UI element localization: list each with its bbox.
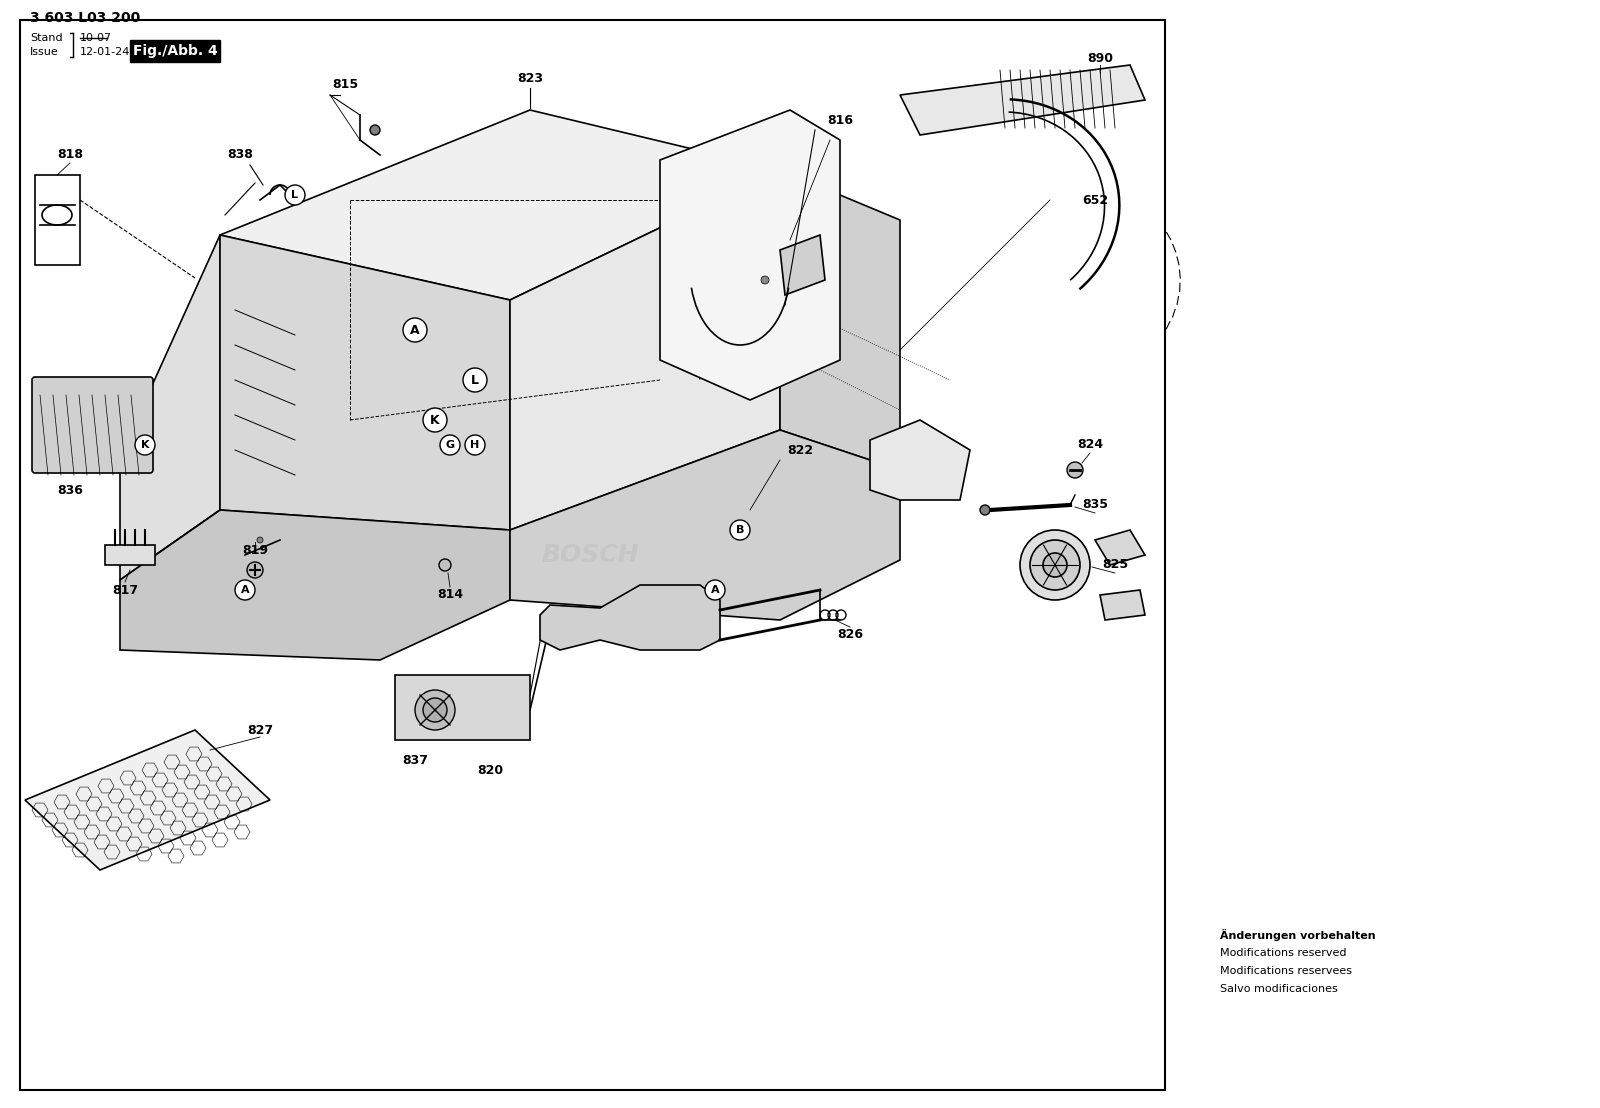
Circle shape [258, 537, 262, 543]
Circle shape [246, 562, 262, 578]
Text: G: G [445, 440, 454, 450]
Text: Stand: Stand [30, 33, 62, 43]
Text: 3 603 L03 200: 3 603 L03 200 [30, 11, 141, 25]
Polygon shape [221, 110, 781, 300]
Circle shape [730, 520, 750, 540]
Text: Issue: Issue [30, 47, 59, 57]
Text: 823: 823 [517, 72, 542, 84]
Polygon shape [541, 585, 720, 650]
Text: 835: 835 [1082, 499, 1107, 512]
Text: 814: 814 [437, 588, 462, 602]
FancyBboxPatch shape [130, 40, 221, 62]
Polygon shape [395, 675, 530, 740]
Polygon shape [1101, 589, 1146, 620]
Polygon shape [26, 730, 270, 870]
Text: 817: 817 [112, 584, 138, 596]
Text: 890: 890 [1086, 51, 1114, 64]
Text: H: H [470, 440, 480, 450]
Circle shape [422, 698, 446, 722]
Circle shape [134, 435, 155, 455]
Text: 10-07: 10-07 [80, 33, 112, 43]
Circle shape [1021, 530, 1090, 601]
Polygon shape [221, 235, 510, 530]
Text: Modifications reserved: Modifications reserved [1221, 948, 1347, 958]
Text: 838: 838 [227, 148, 253, 162]
Circle shape [422, 408, 446, 432]
Circle shape [1067, 462, 1083, 478]
Text: L: L [470, 373, 478, 387]
FancyBboxPatch shape [32, 377, 154, 473]
Polygon shape [510, 430, 899, 620]
Text: 816: 816 [827, 113, 853, 126]
Text: A: A [410, 324, 419, 337]
Polygon shape [510, 170, 781, 530]
Text: A: A [710, 585, 720, 595]
Text: 824: 824 [1077, 439, 1102, 451]
Polygon shape [120, 510, 510, 660]
Text: K: K [430, 413, 440, 427]
Bar [19, 20, 1165, 1090]
Circle shape [440, 435, 461, 455]
Circle shape [414, 690, 454, 730]
Text: 12-01-24: 12-01-24 [80, 47, 130, 57]
Polygon shape [899, 65, 1146, 135]
Circle shape [706, 579, 725, 601]
Text: 836: 836 [58, 483, 83, 496]
Text: 827: 827 [246, 724, 274, 737]
Polygon shape [1094, 530, 1146, 565]
Circle shape [1030, 540, 1080, 589]
Text: 652: 652 [1082, 194, 1109, 206]
Text: B: B [736, 525, 744, 535]
Circle shape [762, 276, 770, 284]
Text: 837: 837 [402, 753, 429, 767]
Circle shape [285, 185, 306, 205]
Text: Fig./Abb. 4: Fig./Abb. 4 [133, 44, 218, 58]
Text: 815: 815 [331, 79, 358, 92]
Text: 822: 822 [787, 443, 813, 456]
Text: 825: 825 [1102, 558, 1128, 572]
Polygon shape [106, 545, 155, 565]
Circle shape [466, 435, 485, 455]
Text: 820: 820 [477, 763, 502, 777]
Text: Änderungen vorbehalten: Änderungen vorbehalten [1221, 929, 1376, 941]
Circle shape [979, 505, 990, 515]
Text: 826: 826 [837, 628, 862, 642]
Text: 818: 818 [58, 148, 83, 162]
Text: Salvo modificaciones: Salvo modificaciones [1221, 984, 1338, 994]
Circle shape [438, 560, 451, 571]
Circle shape [370, 125, 381, 135]
Circle shape [1043, 553, 1067, 577]
Text: Modifications reservees: Modifications reservees [1221, 966, 1352, 976]
Polygon shape [661, 110, 840, 400]
Polygon shape [870, 420, 970, 500]
Polygon shape [120, 235, 221, 579]
Text: 819: 819 [242, 544, 269, 556]
Circle shape [403, 318, 427, 342]
Circle shape [235, 579, 254, 601]
Polygon shape [781, 235, 826, 295]
Text: A: A [240, 585, 250, 595]
Circle shape [462, 368, 486, 392]
Text: BOSCH: BOSCH [541, 543, 638, 567]
Text: K: K [141, 440, 149, 450]
Polygon shape [781, 170, 899, 470]
Text: L: L [291, 189, 299, 201]
